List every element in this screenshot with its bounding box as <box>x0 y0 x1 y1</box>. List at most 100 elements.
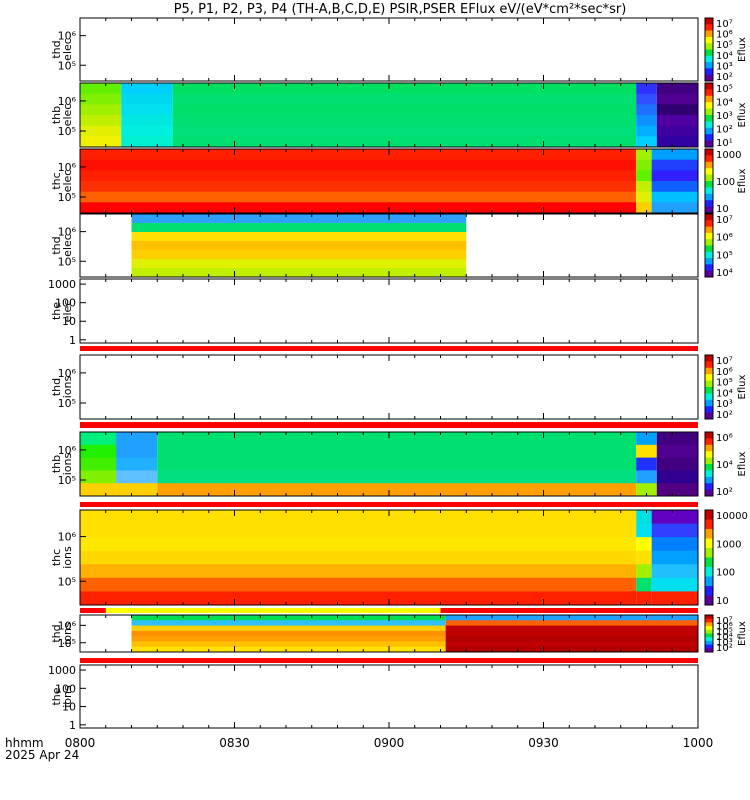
colorbar-cell <box>705 95 713 99</box>
y-axis-label: thb <box>50 455 63 473</box>
colorbar-cell <box>705 166 713 169</box>
colorbar-cell <box>705 468 713 471</box>
colorbar-cell <box>705 382 713 386</box>
heatmap-cell <box>445 620 698 627</box>
colorbar-cell <box>705 198 713 201</box>
heatmap-cell <box>80 577 637 592</box>
colorbar-cell <box>705 451 713 454</box>
heatmap-cell <box>651 523 698 538</box>
heatmap-cell <box>131 214 467 224</box>
colorbar-tick-label: 1000 <box>716 150 741 161</box>
colorbar-cell <box>705 170 713 173</box>
colorbar-tick-label: 10³ <box>716 111 733 122</box>
heatmap-cell <box>636 125 657 137</box>
colorbar-cell <box>705 239 713 242</box>
colorbar-cell <box>705 191 713 195</box>
colorbar-tick-label: 10⁷ <box>716 19 733 30</box>
colorbar-cell <box>705 601 713 606</box>
colorbar-cell <box>705 195 713 199</box>
colorbar-cell <box>705 39 713 42</box>
colorbar-cell <box>705 32 713 36</box>
colorbar-tick-label: 10⁶ <box>716 233 733 244</box>
heatmap-cell <box>445 646 698 653</box>
colorbar-cell <box>705 70 713 74</box>
colorbar-cell <box>705 414 713 418</box>
colorbar-cell <box>705 487 713 491</box>
heatmap-cell <box>651 202 698 214</box>
colorbar-cell <box>705 466 713 469</box>
heatmap-cell <box>80 93 122 105</box>
heatmap-cell <box>445 615 698 621</box>
colorbar-cell <box>705 172 713 176</box>
panel-frame <box>79 664 699 729</box>
heatmap-cell <box>116 457 158 471</box>
colorbar-cell <box>705 258 713 261</box>
heatmap-cell <box>636 510 652 525</box>
heatmap-cell <box>131 620 446 627</box>
colorbar-cell <box>705 461 713 465</box>
colorbar-cell <box>705 446 713 450</box>
colorbar-cell <box>705 365 713 369</box>
colorbar-frame <box>704 213 714 278</box>
heatmap-cell <box>157 444 637 459</box>
colorbar-cell <box>705 64 713 67</box>
heatmap-cell <box>636 457 657 471</box>
colorbar-cell <box>705 49 713 53</box>
heatmap-cell <box>651 181 698 193</box>
colorbar-tick-label: 10⁶ <box>716 367 733 378</box>
heatmap-cell <box>636 136 657 148</box>
colorbar-cell <box>705 357 713 360</box>
colorbar-cell <box>705 140 713 144</box>
colorbar-frame <box>704 17 714 82</box>
heatmap-cell <box>651 170 698 182</box>
y-tick-label: 10⁵ <box>58 255 76 268</box>
y-tick-label: 10⁶ <box>58 444 77 457</box>
heatmap-cell <box>116 470 158 484</box>
heatmap-cell <box>80 181 637 193</box>
colorbar-cell <box>705 535 713 539</box>
colorbar-cell <box>705 22 713 25</box>
colorbar-cell <box>705 627 713 630</box>
colorbar-cell <box>705 529 713 533</box>
colorbar-cell <box>705 270 713 274</box>
colorbar-cell <box>705 595 713 600</box>
colorbar-cell <box>705 178 713 182</box>
heatmap-cell <box>80 444 117 459</box>
colorbar-cell <box>705 85 713 88</box>
status-bar <box>80 422 698 428</box>
colorbar-cell <box>705 378 713 382</box>
heatmap-cell <box>172 115 637 127</box>
heatmap-cell <box>116 432 158 446</box>
heatmap-cell <box>121 125 173 137</box>
y-axis-label: ions <box>61 546 74 569</box>
date-label: 2025 Apr 24 <box>5 748 79 762</box>
colorbar-label: Eflux <box>737 168 748 193</box>
time-tick-label: 0900 <box>374 736 405 750</box>
y-axis-label: the <box>50 302 63 320</box>
colorbar-cell <box>705 134 713 137</box>
colorbar-cell <box>705 485 713 488</box>
y-tick-label: 1000 <box>48 278 76 291</box>
colorbar-cell <box>705 235 713 238</box>
time-tick-label: 1000 <box>683 736 714 750</box>
colorbar-cell <box>705 272 713 276</box>
colorbar-cell <box>705 355 713 358</box>
colorbar-tick-label: 10 <box>716 204 729 215</box>
colorbar-cell <box>705 544 713 549</box>
colorbar-cell <box>705 260 713 263</box>
colorbar-cell <box>705 573 713 577</box>
colorbar-cell <box>705 256 713 259</box>
heatmap-cell <box>636 202 652 214</box>
colorbar-cell <box>705 132 713 135</box>
colorbar-cell <box>705 393 713 397</box>
colorbar-cell <box>705 251 713 255</box>
time-tick-label: 0930 <box>528 736 559 750</box>
heatmap-cell <box>80 191 637 203</box>
time-format-label: hhmm <box>5 736 44 750</box>
colorbar-cell <box>705 647 713 649</box>
colorbar-cell <box>705 78 713 82</box>
colorbar-cell <box>705 125 713 129</box>
